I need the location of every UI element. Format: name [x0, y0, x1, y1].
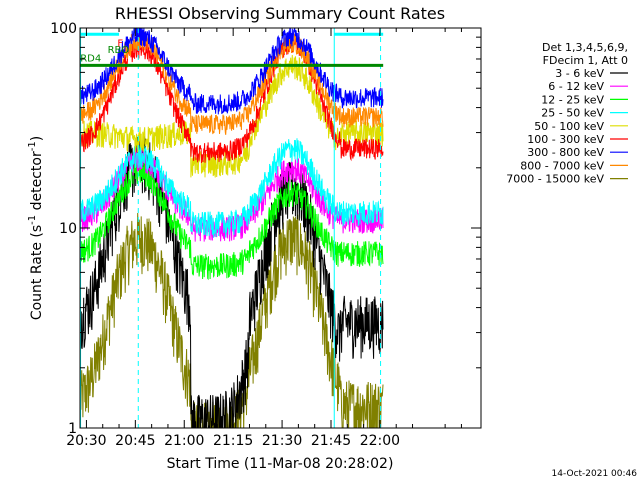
- legend-entry-7: 800 - 7000 keV: [520, 159, 604, 172]
- series-line-0: [80, 135, 384, 428]
- y-tick-label-0: 1: [68, 421, 77, 437]
- marker-label-1: RBO: [108, 45, 130, 56]
- x-tick-label-6: 22:00: [360, 433, 400, 449]
- legend-header-1: FDecim 1, Att 0: [543, 54, 628, 67]
- y-label-main: Count Rate (s: [29, 225, 45, 320]
- y-label-sup2: -1: [27, 141, 38, 151]
- marker-label-2: F: [117, 38, 123, 49]
- y-label-close: ): [29, 136, 45, 141]
- legend-entry-5: 100 - 300 keV: [527, 133, 604, 146]
- footer-timestamp: 14-Oct-2021 00:46: [552, 469, 638, 479]
- x-tick-label-2: 21:00: [164, 433, 204, 449]
- chart-title: RHESSI Observing Summary Count Rates: [115, 4, 445, 23]
- y-tick-label-2: 100: [50, 21, 77, 37]
- legend: Det 1,3,4,5,6,9,FDecim 1, Att 03 - 6 keV…: [506, 41, 628, 186]
- y-tick-label-1: 10: [59, 221, 77, 237]
- series-line-3: [80, 138, 384, 238]
- x-tick-label-4: 21:30: [262, 433, 302, 449]
- plot-frame: [79, 27, 482, 429]
- legend-entry-0: 3 - 6 keV: [555, 67, 604, 80]
- axis-layer: 20:30 20:45 21:00 21:15 21:30 21:45 22:00 1 10 10…: [50, 21, 481, 449]
- legend-entry-2: 12 - 25 keV: [541, 93, 604, 106]
- series-line-8: [80, 212, 384, 428]
- legend-entry-1: 6 - 12 keV: [548, 80, 604, 93]
- marker-label-0: RD4: [80, 53, 101, 64]
- series-line-4: [80, 54, 384, 178]
- legend-entry-8: 7000 - 15000 keV: [506, 173, 604, 186]
- y-axis-label: Count Rate (s-1 detector-1): [27, 136, 45, 320]
- x-tick-label-3: 21:15: [213, 433, 253, 449]
- series-line-1: [80, 148, 384, 242]
- x-tick-label-1: 20:45: [115, 433, 155, 449]
- x-tick-label-5: 21:45: [311, 433, 351, 449]
- series-line-7: [80, 30, 384, 135]
- y-label-tail: detector: [29, 151, 45, 215]
- legend-entry-4: 50 - 100 keV: [534, 120, 604, 133]
- x-tick-label-0: 20:30: [66, 433, 106, 449]
- legend-entry-6: 300 - 800 keV: [527, 146, 604, 159]
- y-label-sup: -1: [27, 215, 38, 225]
- x-axis-label: Start Time (11-Mar-08 20:28:02): [167, 456, 394, 472]
- series-line-6: [80, 28, 384, 115]
- series-layer: [80, 28, 384, 428]
- legend-entry-3: 25 - 50 keV: [541, 107, 604, 120]
- series-group: [80, 28, 384, 428]
- series-line-2: [80, 160, 384, 281]
- legend-header-0: Det 1,3,4,5,6,9,: [542, 41, 628, 54]
